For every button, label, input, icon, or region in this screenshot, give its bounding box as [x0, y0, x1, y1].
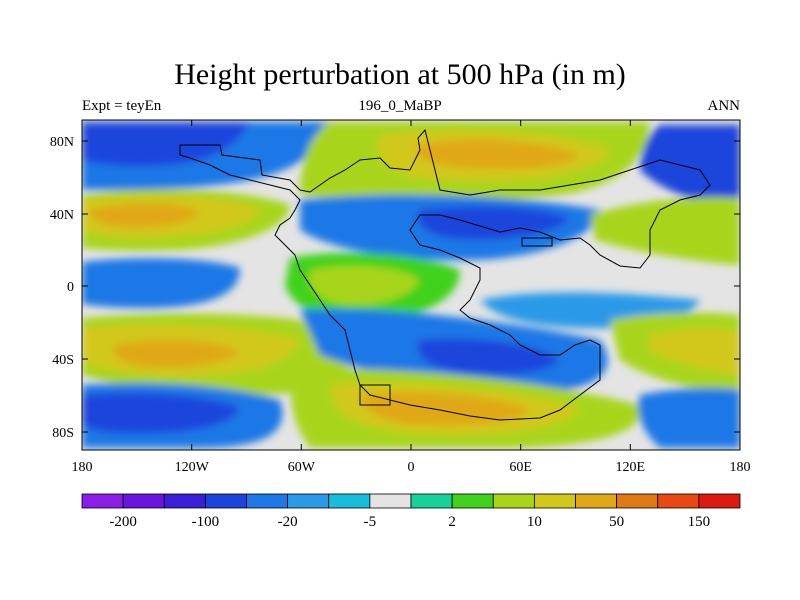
lake-outline [521, 237, 553, 247]
colorbar-label: 2 [448, 514, 456, 530]
colorbar-swatch [204, 493, 247, 509]
lat-tick-label: 40S [52, 353, 74, 368]
colorbar-swatch [657, 493, 700, 509]
lon-tick-label: 120W [175, 460, 210, 475]
positive-core-south-indian [650, 328, 740, 375]
experiment-label: Expt = teyEn [82, 98, 162, 114]
lon-tick-label: 180 [730, 460, 751, 475]
colorbar-swatch [122, 493, 165, 509]
lat-tick-label: 80S [52, 426, 74, 441]
island-outline [359, 384, 391, 406]
period-label: 196_0_MaBP [358, 98, 442, 114]
colorbar-swatch [246, 493, 289, 509]
colorbar-swatch [328, 493, 371, 509]
contour-field [82, 120, 740, 450]
negative-area-antarctic-east [638, 387, 740, 448]
negative-core-eurasia [417, 206, 570, 240]
colorbar-swatch [163, 493, 206, 509]
lon-tick-label: 120E [616, 460, 646, 475]
chart-title: Height perturbation at 500 hPa (in m) [174, 58, 626, 91]
positive-area-east-asia [590, 197, 740, 265]
colorbar-swatch [575, 493, 618, 509]
lon-tick-label: 60E [509, 460, 532, 475]
colorbar-label: -5 [364, 514, 377, 530]
colorbar-swatch [492, 493, 535, 509]
lat-tick-label: 0 [67, 280, 74, 295]
season-label: ANN [707, 98, 741, 114]
colorbar-swatch [287, 493, 330, 509]
colorbar-label: 150 [688, 514, 711, 530]
lon-tick-label: 60W [288, 460, 316, 475]
colorbar-label: -200 [109, 514, 137, 530]
negative-area-tropical-pacific [82, 258, 240, 309]
positive-core-europe [416, 139, 580, 170]
colorbar-swatch [81, 493, 124, 509]
colorbar-swatch [369, 493, 412, 509]
lon-tick-label: 0 [408, 460, 415, 475]
colorbar-label: -20 [278, 514, 298, 530]
lat-tick-label: 80N [50, 135, 74, 150]
lon-tick-label: 180 [72, 460, 93, 475]
coastlines [179, 128, 711, 421]
positive-core-south-pacific [113, 340, 240, 368]
negative-core-antarctic-pacific [82, 393, 240, 434]
longitude-axis: 180 120W 60W 0 60E 120E 180 [72, 120, 751, 475]
colorbar-swatch [616, 493, 659, 509]
positive-core-southern-ocean [360, 392, 530, 426]
colorbar-label: 50 [609, 514, 624, 530]
positive-core-tropical-atlantic [309, 265, 420, 305]
positive-core-north-pacific [89, 203, 200, 228]
colorbar-swatch [533, 493, 576, 509]
colorbar-label: 10 [527, 514, 542, 530]
lat-tick-label: 40N [50, 208, 74, 223]
colorbar-label: -100 [192, 514, 220, 530]
colorbar-swatch [698, 493, 741, 509]
latitude-axis: 80N 40N 0 40S 80S [50, 135, 740, 441]
continent-outline [179, 128, 711, 421]
colorbar: -200 -100 -20 -5 2 10 50 150 [81, 493, 741, 530]
colorbar-swatch [451, 493, 494, 509]
colorbar-swatch [410, 493, 453, 509]
negative-core-north-pacific [82, 122, 250, 167]
